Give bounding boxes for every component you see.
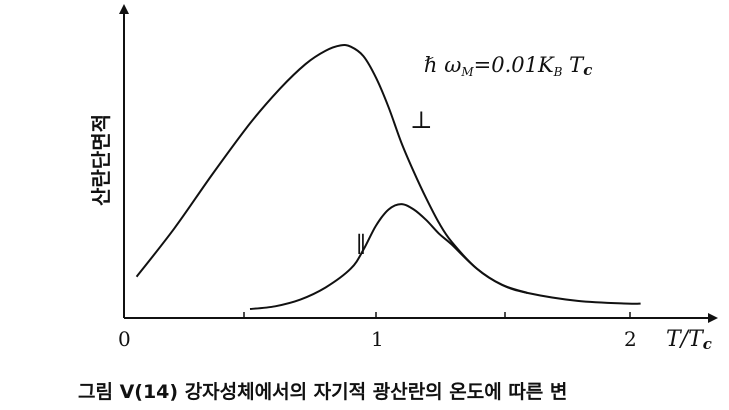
series-parallel-label: ∥ xyxy=(356,233,366,258)
x-tick-label-0: 0 xyxy=(118,327,131,351)
x-axis-label: T/Tc xyxy=(666,327,712,353)
series-perpendicular-label: ⊥ xyxy=(410,106,433,134)
annotation-formula: ℏ ωM=0.01KB Tc xyxy=(424,53,592,79)
series-perpendicular-line xyxy=(135,44,641,305)
y-axis-label: 산란단면적 xyxy=(89,114,113,206)
x-tick-label-1: 1 xyxy=(371,327,384,351)
x-tick-label-2: 2 xyxy=(624,327,637,351)
figure-caption: 그림 V(14) 강자성체에서의 자기적 광산란의 온도에 따른 변 xyxy=(78,381,567,403)
y-axis-arrow xyxy=(119,4,129,14)
series-parallel-line xyxy=(249,203,528,310)
x-axis-arrow xyxy=(708,313,718,323)
